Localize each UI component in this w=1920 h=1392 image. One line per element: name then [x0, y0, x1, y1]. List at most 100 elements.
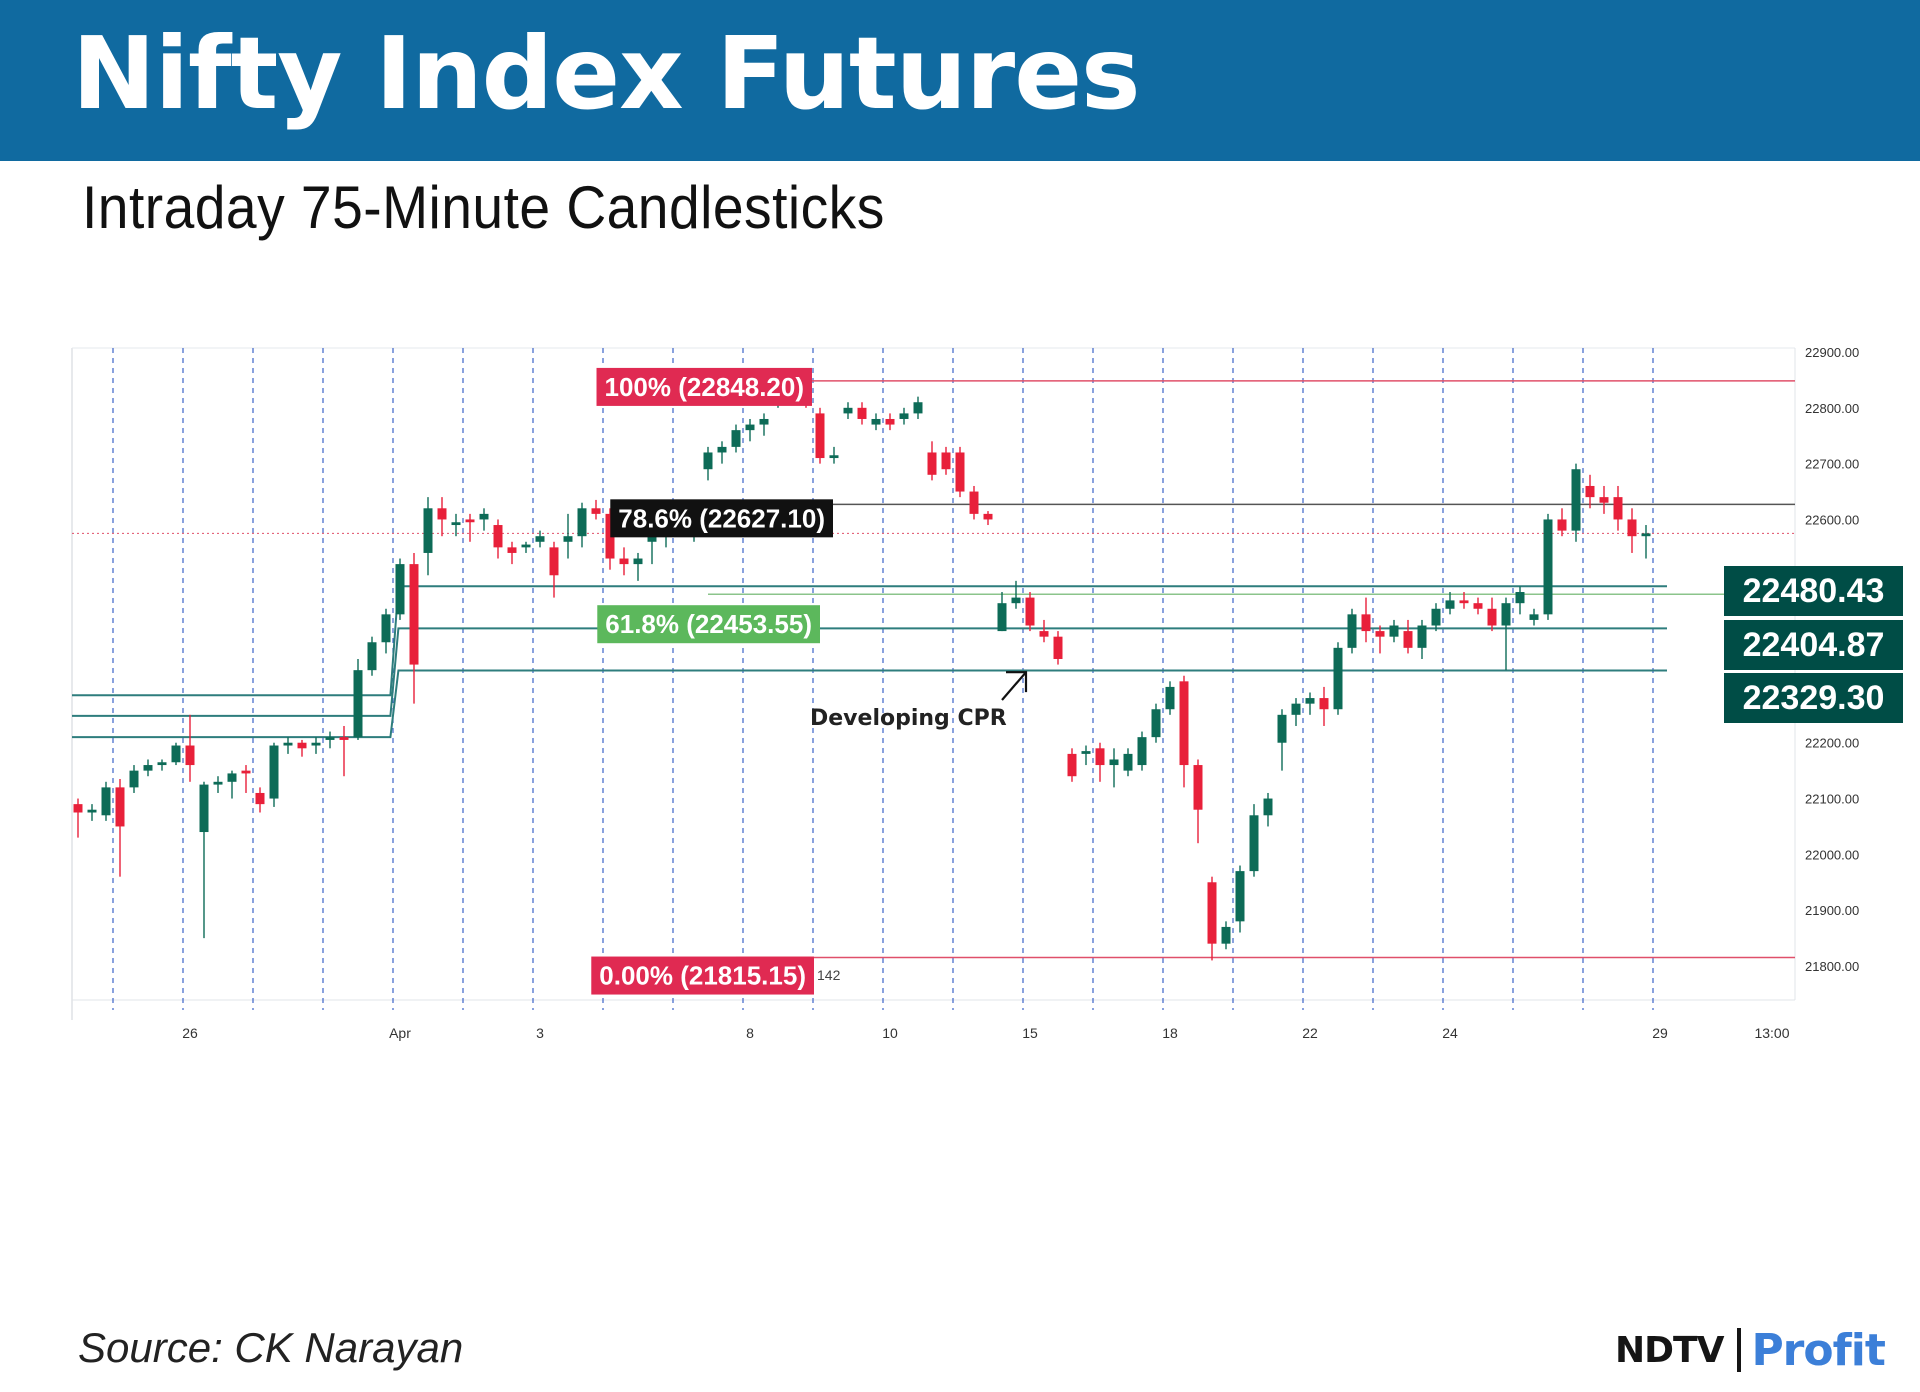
candle-body	[1515, 592, 1525, 604]
x-tick-label: 8	[746, 1025, 754, 1041]
cpr-line	[72, 627, 1667, 717]
candle-body	[185, 745, 195, 766]
candle-body	[451, 522, 461, 526]
candle-body	[507, 547, 517, 553]
candle-body	[129, 770, 139, 788]
candle-body	[395, 564, 405, 615]
candle-body	[1053, 636, 1063, 659]
candle-body	[227, 773, 237, 782]
candle-body	[1375, 631, 1385, 637]
cpr-value-box	[1724, 620, 1903, 670]
fib-levels	[736, 380, 1795, 959]
brand-product: Profit	[1751, 1324, 1885, 1376]
candle-body	[647, 536, 657, 542]
page-title: Nifty Index Futures	[72, 15, 1141, 132]
cpr-value-label: 22329.30	[1743, 679, 1885, 717]
candle-body	[1641, 533, 1651, 537]
candle-body	[1473, 603, 1483, 609]
candle-body	[885, 418, 895, 425]
candle-body	[1179, 681, 1189, 766]
candle-body	[381, 614, 391, 643]
y-tick-label: 22600.00	[1805, 512, 1859, 527]
candle-body	[1291, 703, 1301, 715]
candle-body	[1389, 625, 1399, 637]
candle-body	[1109, 759, 1119, 766]
candle-body	[1067, 753, 1077, 777]
candle-body	[703, 452, 713, 470]
brand-name: NDTV	[1615, 1329, 1724, 1371]
small-annotation: 142	[817, 967, 841, 983]
fib-61-8-label: 61.8% (22453.55)	[605, 609, 812, 639]
candle-body	[339, 737, 349, 740]
candle-body	[1417, 625, 1427, 648]
x-tick-label: 26	[182, 1025, 198, 1041]
candle-body	[1361, 614, 1371, 632]
cpr-lines	[72, 532, 1895, 739]
candle-body	[423, 508, 433, 553]
fib-0-label-box	[591, 956, 814, 995]
candle-body	[815, 413, 825, 459]
candle-body	[563, 536, 573, 542]
cpr-value-label: 22480.43	[1743, 572, 1885, 610]
candle-body	[479, 513, 489, 520]
candle-body	[1165, 686, 1175, 710]
candle-body	[843, 407, 853, 414]
x-axis: 26 Apr 3 8 10 15 18 22 24 29 13:00	[182, 1025, 1790, 1041]
fib-100-label: 100% (22848.20)	[605, 372, 804, 402]
candle-body	[1025, 597, 1035, 626]
candle-body	[997, 603, 1007, 632]
x-tick-label: 18	[1162, 1025, 1178, 1041]
candle-body	[619, 558, 629, 565]
candlestick-chart: 22900.00 22800.00 22700.00 22600.00 22200.00…	[71, 345, 1903, 1041]
candle-body	[577, 508, 587, 537]
candle-body	[353, 670, 363, 738]
candle-body	[1319, 698, 1329, 710]
candle-body	[1431, 608, 1441, 626]
x-tick-label: 22	[1302, 1025, 1318, 1041]
y-tick-label: 22000.00	[1805, 847, 1859, 862]
candle-body	[157, 762, 167, 766]
y-tick-label: 22700.00	[1805, 457, 1859, 472]
candle-body	[213, 781, 223, 785]
candle-body	[717, 446, 727, 453]
candle-body	[1543, 519, 1553, 615]
chart-subtitle: Intraday 75-Minute Candlesticks	[82, 174, 885, 241]
cpr-line	[72, 585, 1667, 697]
candle-body	[913, 402, 923, 414]
candle-body	[1613, 497, 1623, 520]
candle-body	[87, 809, 97, 813]
fib-78-6-label: 78.6% (22627.10)	[618, 503, 825, 533]
candle-body	[1501, 603, 1511, 626]
candle-body	[941, 452, 951, 470]
candle-body	[171, 745, 181, 763]
candle-body	[857, 407, 867, 419]
candle-body	[1585, 485, 1595, 498]
candle-body	[1347, 614, 1357, 648]
level-labels: 100% (22848.20) 78.6% (22627.10) 61.8% (22…	[591, 367, 1903, 995]
candle-body	[437, 508, 447, 520]
x-tick-label: 10	[882, 1025, 898, 1041]
x-tick-label: Apr	[389, 1025, 411, 1041]
candle-body	[1151, 709, 1161, 738]
cpr-value-box	[1724, 566, 1903, 616]
candle-body	[983, 513, 993, 520]
candle-body	[1403, 631, 1413, 648]
y-tick-label: 21800.00	[1805, 959, 1859, 974]
candle-body	[871, 418, 881, 425]
candle-body	[1123, 753, 1133, 771]
candle-body	[745, 424, 755, 431]
candle-body	[731, 430, 741, 447]
y-tick-label: 22900.00	[1805, 345, 1859, 360]
fib-0-label: 0.00% (21815.15)	[599, 961, 806, 991]
x-tick-label: 24	[1442, 1025, 1458, 1041]
candle-body	[325, 737, 335, 740]
candle-body	[1193, 765, 1203, 810]
candle-body	[1599, 497, 1609, 503]
candle-body	[829, 455, 839, 459]
session-grid	[71, 347, 1796, 1020]
candle-body	[521, 544, 531, 548]
candle-body	[101, 787, 111, 816]
candle-body	[759, 418, 769, 425]
candle-body	[591, 508, 601, 514]
candle-body	[1305, 698, 1315, 704]
